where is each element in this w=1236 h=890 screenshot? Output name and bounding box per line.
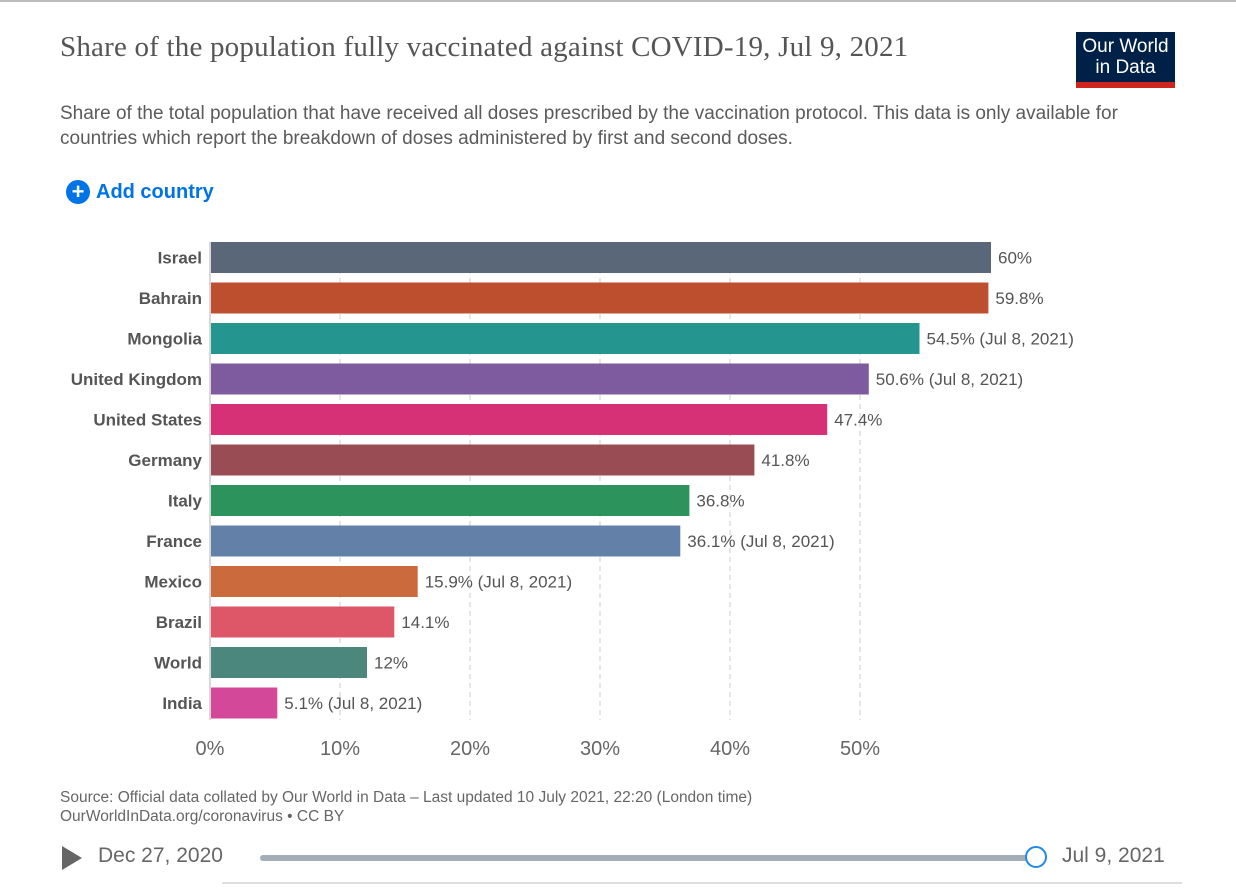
plus-circle-icon: +	[66, 180, 90, 204]
add-country-button[interactable]: + Add country	[66, 180, 214, 204]
owid-logo[interactable]: Our World in Data	[1076, 32, 1175, 88]
category-label[interactable]: United Kingdom	[71, 370, 202, 389]
chart-footer: Source: Official data collated by Our Wo…	[60, 788, 752, 826]
value-label: 15.9% (Jul 8, 2021)	[425, 573, 572, 592]
source-link[interactable]: OurWorldInData.org/coronavirus • CC BY	[60, 808, 345, 825]
bar[interactable]	[211, 242, 991, 273]
x-tick-label: 50%	[840, 738, 880, 760]
bar[interactable]	[211, 444, 755, 476]
source-note: Source: Official data collated by Our Wo…	[60, 789, 753, 806]
bar[interactable]	[211, 363, 869, 395]
x-tick-label: 20%	[450, 738, 490, 760]
x-tick-label: 0%	[196, 738, 225, 760]
value-label: 47.4%	[834, 411, 882, 430]
value-label: 41.8%	[761, 451, 809, 470]
category-label[interactable]: Italy	[168, 492, 203, 511]
timeline-handle[interactable]	[1025, 846, 1047, 868]
category-label[interactable]: Bahrain	[139, 289, 202, 308]
x-tick-label: 30%	[580, 738, 620, 760]
chart-title: Share of the population fully vaccinated…	[60, 31, 909, 63]
bar[interactable]	[211, 687, 278, 719]
bar-chart: 0% 10% 20% 30% 40% 50% Israel 60% Bahrain 59.8% Mo…	[71, 242, 1074, 760]
timeline-end-date: Jul 9, 2021	[1062, 844, 1165, 867]
category-label[interactable]: Mexico	[144, 573, 202, 592]
bar[interactable]	[211, 282, 989, 314]
value-label: 60%	[998, 249, 1032, 268]
category-label[interactable]: Germany	[128, 451, 202, 470]
x-tick-label: 40%	[710, 738, 750, 760]
value-label: 59.8%	[995, 289, 1043, 308]
category-label[interactable]: Brazil	[156, 613, 202, 632]
top-border	[0, 0, 1236, 2]
bar[interactable]	[211, 647, 367, 678]
chart-subtitle: Share of the total population that have …	[60, 103, 1118, 149]
logo-line-1: Our World	[1082, 36, 1169, 57]
category-label[interactable]: United States	[93, 411, 202, 430]
timeline-track[interactable]	[260, 855, 1038, 861]
value-label: 36.8%	[696, 492, 744, 511]
timeline: Dec 27, 2020 Jul 9, 2021	[60, 842, 1180, 876]
add-country-label: Add country	[96, 180, 214, 203]
category-label[interactable]: Mongolia	[127, 330, 202, 349]
category-label[interactable]: Israel	[158, 249, 202, 268]
bar[interactable]	[211, 606, 395, 638]
timeline-start-date: Dec 27, 2020	[98, 844, 223, 867]
value-label: 50.6% (Jul 8, 2021)	[876, 370, 1023, 389]
value-label: 36.1% (Jul 8, 2021)	[687, 532, 834, 551]
logo-line-2: in Data	[1095, 57, 1156, 78]
category-label[interactable]: France	[146, 532, 202, 551]
play-icon[interactable]	[62, 846, 82, 870]
category-label[interactable]: World	[154, 654, 202, 673]
bar[interactable]	[211, 525, 681, 557]
bar[interactable]	[211, 485, 690, 516]
bar[interactable]	[211, 404, 828, 435]
value-label: 5.1% (Jul 8, 2021)	[284, 694, 422, 713]
bar[interactable]	[211, 566, 418, 597]
bottom-divider	[222, 882, 1182, 884]
category-label[interactable]: India	[162, 694, 202, 713]
bar[interactable]	[211, 323, 920, 354]
value-label: 12%	[374, 654, 408, 673]
value-label: 14.1%	[401, 613, 449, 632]
value-label: 54.5% (Jul 8, 2021)	[927, 330, 1074, 349]
x-tick-label: 10%	[320, 738, 360, 760]
